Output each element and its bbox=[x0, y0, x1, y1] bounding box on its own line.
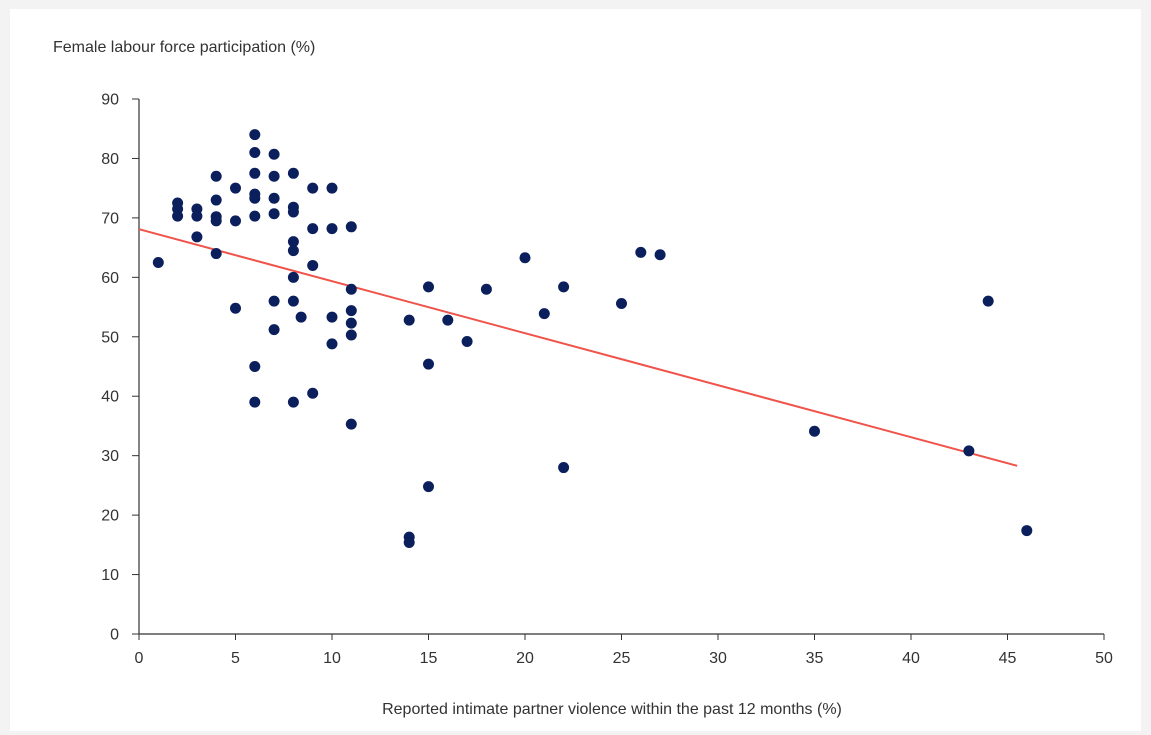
data-point bbox=[287, 206, 299, 218]
data-point bbox=[345, 221, 357, 233]
data-point bbox=[230, 302, 241, 314]
data-point bbox=[210, 215, 222, 227]
data-point bbox=[152, 256, 164, 268]
data-point bbox=[268, 192, 280, 204]
data-point bbox=[287, 271, 299, 283]
data-point bbox=[558, 462, 570, 474]
x-tick-label: 5 bbox=[231, 650, 240, 667]
y-tick-label: 20 bbox=[101, 508, 119, 525]
x-tick-label: 20 bbox=[516, 650, 534, 667]
y-tick-label: 80 bbox=[101, 151, 119, 168]
data-point bbox=[326, 311, 338, 323]
data-point bbox=[249, 129, 261, 141]
data-point bbox=[345, 418, 357, 430]
data-point bbox=[287, 236, 299, 248]
y-tick-label: 60 bbox=[101, 270, 119, 287]
axes: 0 5 10 15 20 25 30 35 40 45 50 0 10 20 30 40 50 60 70 80 90 bbox=[101, 92, 1113, 668]
data-point bbox=[538, 308, 550, 320]
data-point bbox=[403, 536, 415, 548]
x-tick-label: 40 bbox=[902, 650, 920, 667]
data-point bbox=[345, 283, 357, 295]
data-point bbox=[307, 223, 319, 235]
data-point bbox=[519, 252, 531, 264]
data-point bbox=[423, 358, 434, 370]
data-point bbox=[326, 182, 338, 194]
data-point bbox=[287, 396, 299, 408]
data-point bbox=[345, 305, 357, 317]
data-point bbox=[307, 387, 319, 399]
data-point bbox=[210, 170, 222, 182]
y-tick-label: 70 bbox=[101, 210, 119, 227]
x-tick-label: 0 bbox=[135, 650, 144, 667]
data-point bbox=[287, 245, 299, 257]
chart-card bbox=[10, 9, 1141, 731]
data-point bbox=[249, 210, 261, 222]
x-tick-label: 35 bbox=[806, 650, 824, 667]
data-point bbox=[616, 297, 627, 309]
y-tick-label: 50 bbox=[101, 329, 119, 346]
x-tick-label: 45 bbox=[999, 650, 1017, 667]
data-point bbox=[268, 148, 280, 160]
data-point bbox=[249, 396, 261, 408]
data-point bbox=[403, 314, 415, 326]
data-point bbox=[326, 223, 338, 235]
data-point bbox=[287, 167, 299, 179]
y-tick-label: 10 bbox=[101, 567, 119, 584]
x-tick-label: 10 bbox=[323, 650, 341, 667]
x-axis-title: Reported intimate partner violence withi… bbox=[382, 701, 842, 718]
data-point bbox=[268, 170, 280, 182]
x-tick-label: 50 bbox=[1095, 650, 1113, 667]
data-point bbox=[1021, 525, 1033, 537]
data-point bbox=[345, 317, 357, 329]
data-point bbox=[423, 281, 434, 293]
data-point bbox=[326, 338, 338, 350]
data-point bbox=[230, 182, 241, 194]
data-point bbox=[249, 167, 261, 179]
data-point bbox=[461, 336, 473, 348]
data-point bbox=[307, 259, 319, 271]
y-axis-title: Female labour force participation (%) bbox=[53, 39, 315, 56]
x-tick-label: 15 bbox=[420, 650, 438, 667]
data-point bbox=[345, 329, 357, 341]
trend-line bbox=[138, 228, 1018, 467]
data-point bbox=[287, 295, 299, 307]
y-tick-label: 90 bbox=[101, 92, 119, 109]
data-point bbox=[963, 445, 975, 457]
data-point bbox=[635, 246, 647, 258]
y-tick-label: 40 bbox=[101, 389, 119, 406]
data-point bbox=[172, 210, 184, 222]
data-point bbox=[249, 147, 261, 158]
data-point bbox=[191, 210, 203, 222]
data-point bbox=[210, 248, 222, 260]
data-point bbox=[210, 194, 222, 206]
data-point bbox=[230, 215, 241, 227]
data-point bbox=[442, 314, 454, 326]
data-point bbox=[268, 295, 280, 307]
data-point bbox=[558, 281, 570, 293]
data-point bbox=[423, 481, 434, 493]
data-point bbox=[268, 324, 280, 336]
data-point bbox=[809, 425, 820, 437]
data-point bbox=[249, 192, 261, 204]
trend-line-group bbox=[138, 228, 1018, 467]
y-tick-label: 30 bbox=[101, 448, 119, 465]
data-point bbox=[307, 182, 319, 194]
data-point bbox=[982, 295, 994, 307]
data-point bbox=[268, 208, 280, 220]
data-point bbox=[295, 311, 307, 323]
y-tick-label: 0 bbox=[110, 627, 119, 644]
data-point bbox=[249, 361, 261, 372]
data-point bbox=[480, 283, 492, 295]
data-point bbox=[191, 231, 203, 243]
data-points bbox=[152, 129, 1033, 548]
x-tick-label: 25 bbox=[613, 650, 631, 667]
data-point bbox=[654, 249, 666, 261]
x-tick-label: 30 bbox=[709, 650, 727, 667]
